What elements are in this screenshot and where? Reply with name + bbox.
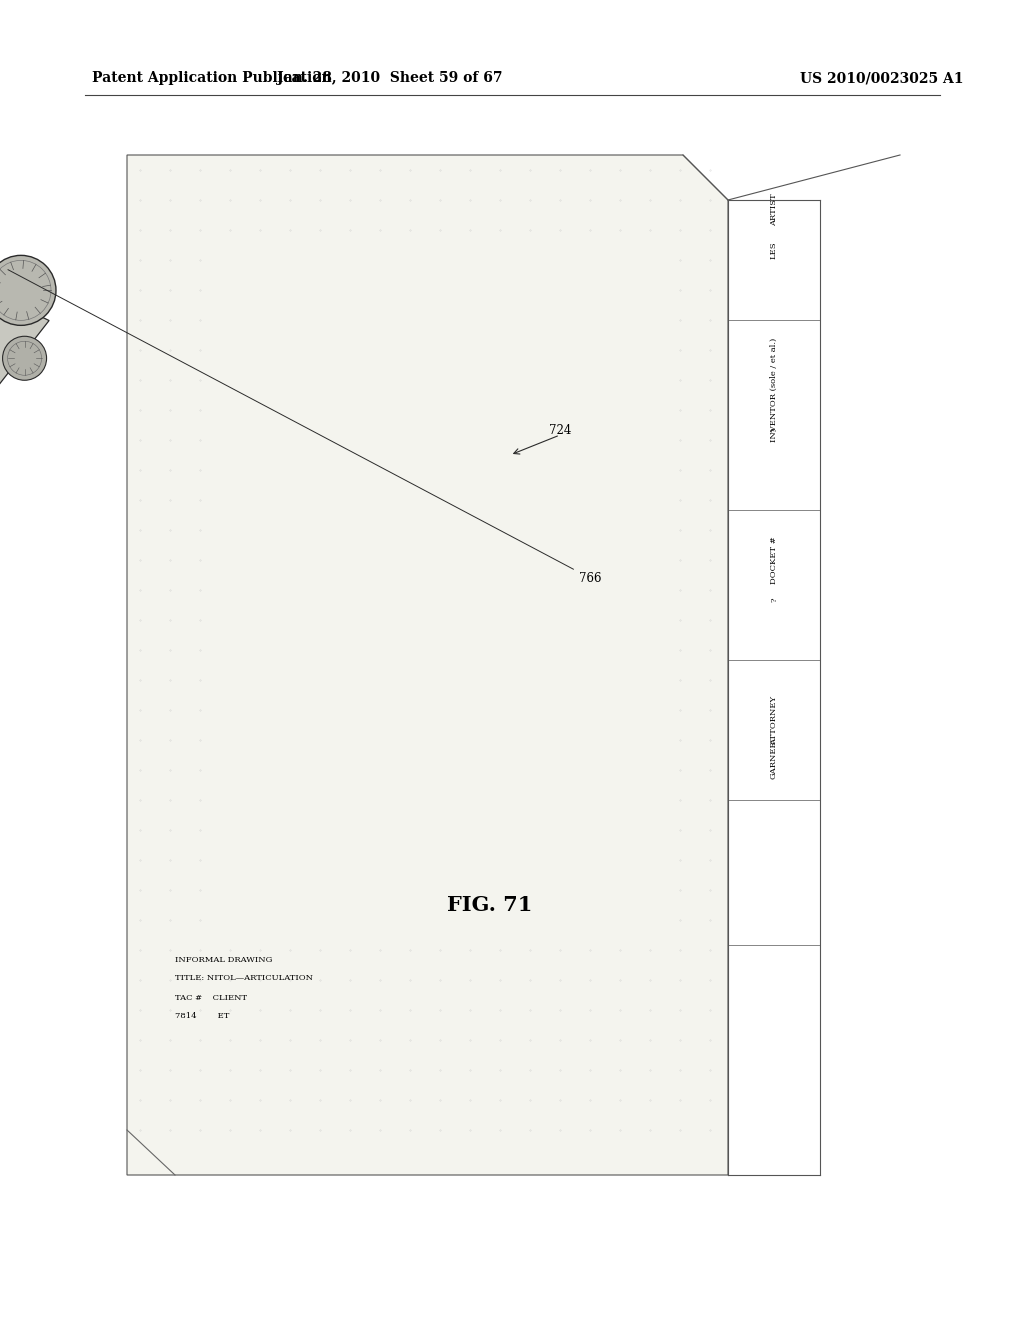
Text: ?: ? bbox=[770, 428, 778, 432]
Text: ?: ? bbox=[770, 598, 778, 602]
Text: INFORMAL DRAWING: INFORMAL DRAWING bbox=[175, 956, 272, 964]
Text: US 2010/0023025 A1: US 2010/0023025 A1 bbox=[800, 71, 964, 84]
Text: 7814        ET: 7814 ET bbox=[175, 1012, 229, 1020]
Text: 766: 766 bbox=[8, 269, 601, 585]
Polygon shape bbox=[0, 285, 49, 412]
Text: Jan. 28, 2010  Sheet 59 of 67: Jan. 28, 2010 Sheet 59 of 67 bbox=[278, 71, 503, 84]
Circle shape bbox=[0, 255, 56, 325]
Text: INVENTOR (sole / et al.): INVENTOR (sole / et al.) bbox=[770, 338, 778, 442]
Text: DOCKET #: DOCKET # bbox=[770, 536, 778, 583]
Text: LES: LES bbox=[770, 242, 778, 259]
Text: ATTORNEY: ATTORNEY bbox=[770, 696, 778, 744]
Text: TITLE: NITOL—ARTICULATION: TITLE: NITOL—ARTICULATION bbox=[175, 974, 313, 982]
Text: Patent Application Publication: Patent Application Publication bbox=[92, 71, 332, 84]
Polygon shape bbox=[127, 154, 728, 1175]
Text: 724: 724 bbox=[549, 424, 571, 437]
Text: FIG. 71: FIG. 71 bbox=[447, 895, 532, 915]
Circle shape bbox=[3, 337, 46, 380]
Text: ARTIST: ARTIST bbox=[770, 194, 778, 226]
Text: GARNER: GARNER bbox=[770, 741, 778, 779]
Text: TAC #    CLIENT: TAC # CLIENT bbox=[175, 994, 247, 1002]
